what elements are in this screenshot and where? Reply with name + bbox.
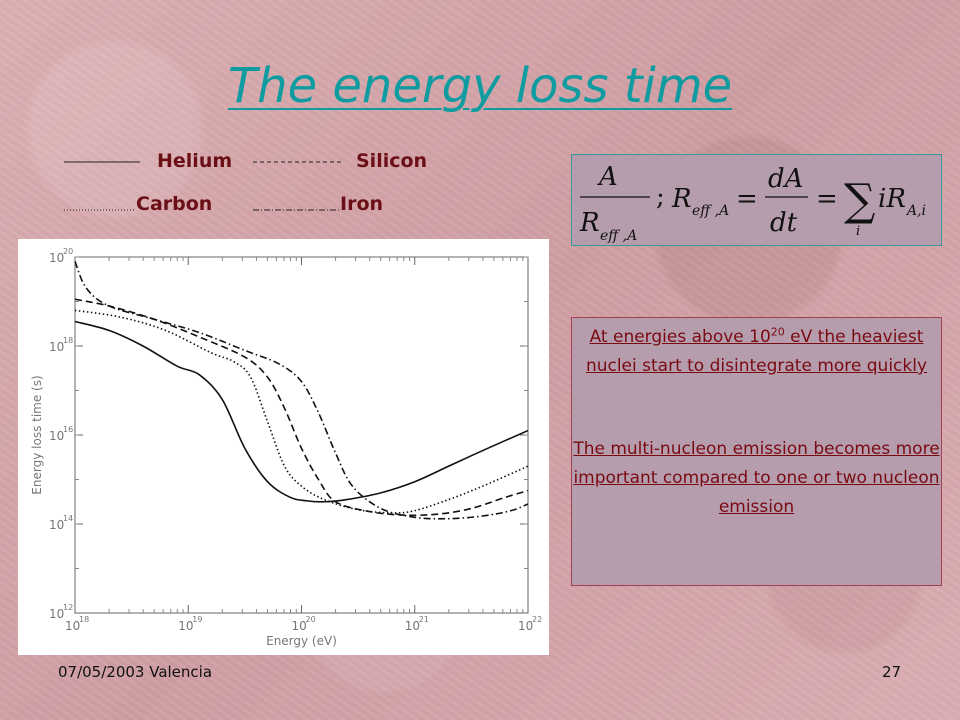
y-tick-label: 10	[49, 251, 64, 265]
info-box: At energies above 1020 eV the heaviest n…	[571, 317, 942, 586]
energy-loss-plot: 10 18 10 19 10 20 10 21 10 22 10 12 10 14 10 16 10 18 10 20…	[18, 239, 549, 655]
svg-text:i: i	[856, 224, 860, 239]
svg-text:A,i: A,i	[905, 203, 926, 219]
legend-iron: Iron	[340, 193, 384, 215]
y-tick-exponent: 14	[63, 514, 73, 523]
formula-numerator-a: A	[597, 162, 618, 192]
legend-helium: Helium	[157, 150, 233, 172]
y-tick-exponent: 20	[63, 247, 73, 256]
y-tick-exponent: 16	[63, 425, 73, 434]
footer-date-location: 07/05/2003 Valencia	[58, 663, 213, 681]
series-line-helium	[74, 320, 529, 503]
svg-text:dA: dA	[768, 164, 803, 194]
legend-swatches	[64, 161, 343, 211]
y-tick-label: 10	[49, 340, 64, 354]
svg-text:eff ,A: eff ,A	[600, 228, 637, 244]
x-tick-label: 10	[292, 619, 307, 633]
formula-box: A R eff ,A ; R eff ,A = dA dt = ∑ i iR A…	[571, 154, 942, 246]
x-tick-exponent: 20	[306, 615, 316, 624]
y-tick-label: 10	[49, 518, 64, 532]
svg-text:dt: dt	[770, 208, 798, 238]
plot-frame	[74, 256, 529, 614]
x-tick-label: 10	[65, 619, 80, 633]
info-text-1: At energies above 1020 eV the heaviest n…	[585, 325, 928, 376]
x-tick-exponent: 22	[532, 615, 542, 624]
x-tick-exponent: 18	[79, 615, 89, 624]
legend-silicon: Silicon	[356, 150, 428, 172]
formula-equation: A R eff ,A ; R eff ,A = dA dt = ∑ i iR A…	[579, 162, 926, 244]
y-axis-label: Energy loss time (s)	[30, 375, 44, 494]
y-tick-label: 10	[49, 429, 64, 443]
x-tick-label: 10	[405, 619, 420, 633]
svg-text:iR: iR	[878, 184, 906, 214]
legend-carbon: Carbon	[136, 193, 213, 215]
svg-text:=: =	[736, 184, 758, 214]
series-line-iron	[74, 261, 529, 520]
x-tick-exponent: 19	[192, 615, 202, 624]
x-tick-exponent: 21	[419, 615, 429, 624]
svg-text:eff ,A: eff ,A	[692, 203, 729, 219]
formula-r: R	[579, 208, 600, 238]
x-tick-label: 10	[178, 619, 193, 633]
y-tick-exponent: 12	[63, 603, 73, 612]
slide-number: 27	[882, 663, 902, 681]
info-text-2: The multi-nucleon emission becomes more …	[573, 439, 940, 517]
y-tick-exponent: 18	[63, 336, 73, 345]
series-line-carbon	[74, 309, 529, 514]
x-axis-label: Energy (eV)	[266, 634, 337, 648]
svg-text:=: =	[816, 184, 838, 214]
x-tick-label: 10	[518, 619, 533, 633]
slide-title: The energy loss time	[227, 58, 733, 114]
svg-text:;: ;	[656, 182, 665, 212]
svg-text:R: R	[671, 184, 692, 214]
y-tick-label: 10	[49, 607, 64, 621]
sum-icon: ∑	[844, 175, 875, 226]
series-line-silicon	[74, 298, 529, 517]
